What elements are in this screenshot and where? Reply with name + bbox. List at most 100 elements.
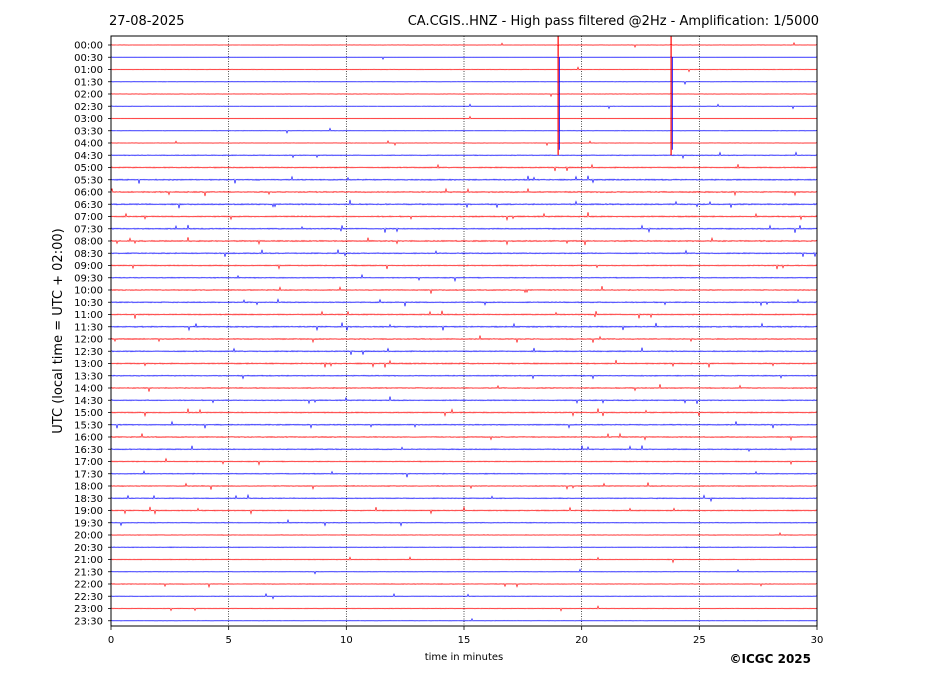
trace-0430 xyxy=(110,151,818,160)
y-tick-label: 17:00 xyxy=(74,457,103,468)
trace-1930 xyxy=(110,518,818,527)
y-tick-label: 08:00 xyxy=(74,237,103,248)
x-axis-label: time in minutes xyxy=(425,652,504,663)
trace-1430 xyxy=(110,396,818,405)
trace-0930 xyxy=(110,273,818,283)
y-tick-label: 20:00 xyxy=(74,531,103,542)
trace-1630 xyxy=(110,445,818,453)
y-tick-label: 18:30 xyxy=(74,494,103,505)
seismic-traces xyxy=(110,36,818,622)
y-tick-label: 00:00 xyxy=(74,41,103,52)
x-tick-label: 30 xyxy=(811,635,824,646)
y-tick-label: 12:00 xyxy=(74,335,103,346)
y-tick-label: 22:30 xyxy=(74,592,103,603)
y-tick-label: 19:00 xyxy=(74,506,103,517)
trace-2330 xyxy=(110,617,818,622)
y-tick-label: 23:30 xyxy=(74,616,103,627)
y-axis-label: UTC (local time = UTC + 02:00) xyxy=(51,228,66,433)
x-tick-label: 25 xyxy=(693,635,706,646)
y-tick-label: 15:00 xyxy=(74,408,103,419)
y-tick-label: 18:00 xyxy=(74,482,103,493)
trace-0830 xyxy=(110,249,818,257)
trace-0630 xyxy=(110,199,818,209)
x-tick-label: 5 xyxy=(225,635,231,646)
trace-1830 xyxy=(110,493,818,503)
trace-2000 xyxy=(110,532,818,537)
y-tick-label: 09:30 xyxy=(74,273,103,284)
trace-2200 xyxy=(110,582,818,589)
trace-2230 xyxy=(110,592,818,600)
y-tick-label: 10:00 xyxy=(74,286,103,297)
x-tick-label: 0 xyxy=(108,635,114,646)
y-tick-label: 11:00 xyxy=(74,310,103,321)
y-tick-label: 20:30 xyxy=(74,543,103,554)
y-tick-label: 07:00 xyxy=(74,212,103,223)
y-tick-label: 03:00 xyxy=(74,114,103,125)
y-tick-label: 03:30 xyxy=(74,126,103,137)
trace-1200 xyxy=(110,335,818,344)
y-tick-label: 06:30 xyxy=(74,200,103,211)
trace-1330 xyxy=(110,374,818,380)
trace-2100 xyxy=(110,556,818,564)
y-tick-label: 19:30 xyxy=(74,518,103,529)
y-tick-label: 21:00 xyxy=(74,555,103,566)
trace-1000 xyxy=(110,286,818,294)
y-tick-label: 23:00 xyxy=(74,604,103,615)
y-tick-label: 02:30 xyxy=(74,102,103,113)
y-tick-label: 07:30 xyxy=(74,224,103,235)
copyright-label: ©ICGC 2025 xyxy=(729,652,811,666)
trace-1230 xyxy=(110,347,818,355)
y-tick-label: 08:30 xyxy=(74,249,103,260)
trace-0200 xyxy=(110,93,818,98)
trace-1130 xyxy=(110,322,818,332)
y-tick-label: 06:00 xyxy=(74,188,103,199)
y-tick-label: 13:30 xyxy=(74,371,103,382)
y-tick-label: 04:30 xyxy=(74,151,103,162)
y-tick-label: 01:00 xyxy=(74,65,103,76)
trace-0230 xyxy=(110,103,818,110)
trace-1030 xyxy=(110,298,818,307)
y-tick-label: 17:30 xyxy=(74,469,103,480)
x-tick-label: 15 xyxy=(458,635,471,646)
y-tick-label: 11:30 xyxy=(74,322,103,333)
y-tick-label: 00:30 xyxy=(74,53,103,64)
trace-0000 xyxy=(110,41,818,48)
trace-0030 xyxy=(110,56,818,60)
trace-0800 xyxy=(110,236,818,246)
trace-1400 xyxy=(110,384,818,392)
y-tick-label: 05:00 xyxy=(74,163,103,174)
y-tick-label: 04:00 xyxy=(74,139,103,150)
y-tick-label: 21:30 xyxy=(74,567,103,578)
y-tick-label: 16:00 xyxy=(74,433,103,444)
trace-1530 xyxy=(110,420,818,429)
trace-0400 xyxy=(110,139,818,147)
y-tick-label: 12:30 xyxy=(74,347,103,358)
trace-0300 xyxy=(110,115,818,120)
trace-1900 xyxy=(110,505,818,515)
trace-0330 xyxy=(110,127,818,134)
trace-0900 xyxy=(110,264,818,270)
trace-0730 xyxy=(110,224,818,234)
chart-date: 27-08-2025 xyxy=(109,14,185,29)
trace-0100 xyxy=(110,66,818,73)
x-axis-ticks: 0 5 10 15 20 25 30 xyxy=(108,626,824,646)
trace-1500 xyxy=(110,408,818,418)
trace-0530 xyxy=(110,175,818,184)
y-tick-label: 01:30 xyxy=(74,77,103,88)
trace-2300 xyxy=(110,605,818,612)
y-tick-label: 10:30 xyxy=(74,298,103,309)
x-tick-label: 20 xyxy=(575,635,588,646)
y-tick-label: 05:30 xyxy=(74,175,103,186)
y-tick-label: 02:00 xyxy=(74,90,103,101)
trace-0700 xyxy=(110,212,818,222)
y-tick-label: 14:00 xyxy=(74,384,103,395)
trace-2130 xyxy=(110,568,818,575)
trace-1700 xyxy=(110,457,818,466)
y-tick-label: 22:00 xyxy=(74,580,103,591)
trace-0500 xyxy=(110,163,818,172)
trace-2030 xyxy=(110,546,818,549)
trace-0130 xyxy=(110,80,818,85)
vertical-grid xyxy=(228,36,700,626)
